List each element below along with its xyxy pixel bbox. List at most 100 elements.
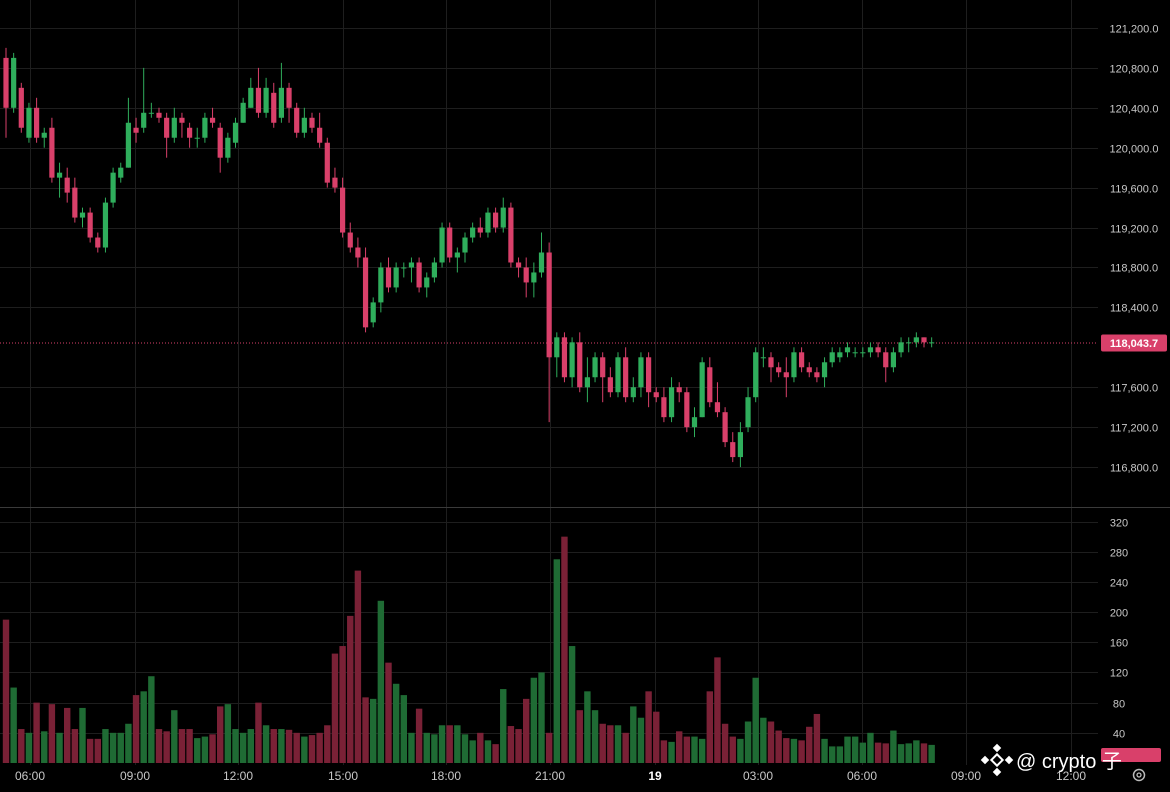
- candle-body: [79, 212, 86, 218]
- time-tick-label: 06:00: [15, 769, 45, 783]
- candle-body: [240, 102, 246, 123]
- volume-bar: [821, 738, 828, 763]
- volume-bar: [813, 713, 821, 763]
- candle: [569, 337, 575, 388]
- candle-body: [217, 127, 223, 158]
- volume-bar: [117, 732, 124, 763]
- candle: [783, 357, 789, 398]
- candle: [546, 242, 552, 423]
- candle: [202, 112, 208, 143]
- volume-bar: [125, 723, 132, 763]
- candle-body: [95, 237, 101, 248]
- candle: [623, 347, 629, 403]
- volume-bar: [239, 732, 247, 763]
- candle-body: [340, 187, 346, 233]
- candle-body: [875, 347, 881, 353]
- candle: [646, 352, 652, 408]
- candle-body: [653, 392, 659, 398]
- candle: [493, 207, 499, 233]
- volume-bar: [568, 646, 576, 763]
- price-tick-label: 117,600.0: [1110, 383, 1158, 395]
- candle-body: [49, 127, 55, 178]
- volume-bar: [851, 736, 859, 763]
- candle-body: [837, 352, 843, 358]
- candle: [906, 337, 912, 353]
- volume-bar: [500, 689, 507, 763]
- candle: [699, 357, 705, 418]
- time-tick-label: 12:00: [223, 769, 253, 783]
- candle-body: [64, 177, 70, 193]
- volume-bar: [515, 729, 522, 763]
- candle-body: [110, 172, 116, 203]
- volume-bar: [607, 725, 614, 763]
- candle-body: [844, 347, 851, 353]
- candle: [523, 257, 529, 298]
- volume-bar: [201, 736, 209, 763]
- candle: [844, 342, 851, 358]
- candle: [187, 122, 193, 148]
- candle: [615, 352, 621, 398]
- candle: [508, 202, 514, 268]
- volume-bar: [316, 732, 323, 763]
- candle-body: [707, 367, 713, 403]
- volume-bar: [454, 725, 461, 763]
- candle: [3, 47, 9, 138]
- candle-body: [286, 87, 292, 108]
- candle: [271, 82, 277, 128]
- candle-body: [362, 257, 369, 328]
- candle: [217, 122, 223, 173]
- candle-body: [271, 92, 277, 123]
- candle-body: [3, 57, 9, 108]
- time-tick-label: 09:00: [951, 769, 981, 783]
- time-axis: 06:00 09:00 12:00 15:00 18:00 21:00 19 03:00 06:…: [15, 769, 1086, 783]
- candle-body: [102, 202, 109, 248]
- candle: [462, 232, 468, 263]
- candle-body: [301, 117, 307, 133]
- volume-bar: [798, 740, 805, 763]
- volume-bar: [653, 711, 660, 763]
- candle-body: [584, 377, 590, 388]
- volume-bar: [41, 731, 48, 763]
- volume-bar: [752, 677, 759, 763]
- price-tick-label: 119,200.0: [1110, 224, 1158, 236]
- candle-body: [638, 357, 644, 388]
- volume-tick-label: 120: [1110, 668, 1128, 680]
- volume-tick-label: 40: [1113, 729, 1125, 741]
- volume-bar: [584, 691, 591, 763]
- candle: [95, 232, 101, 253]
- volume-bar: [729, 736, 736, 763]
- candle: [806, 362, 812, 378]
- candle-body: [929, 342, 935, 344]
- candle: [600, 352, 606, 403]
- volume-bar: [86, 738, 94, 763]
- candle-body: [485, 212, 491, 233]
- candle-body: [493, 212, 499, 228]
- candle: [385, 257, 392, 293]
- candle-body: [921, 337, 927, 343]
- candle: [110, 167, 116, 208]
- price-tick-label: 118,400.0: [1110, 303, 1158, 315]
- candle-body: [783, 372, 789, 378]
- candle-body: [118, 167, 124, 178]
- candle: [347, 222, 353, 253]
- volume-bar: [308, 735, 316, 763]
- volume-bar: [94, 738, 101, 763]
- volume-axis: 320 280 240 200 160 120 80 40: [1110, 518, 1128, 741]
- candle: [408, 257, 415, 283]
- candle-body: [171, 117, 177, 138]
- volume-bar: [224, 704, 232, 763]
- gear-icon[interactable]: [1132, 768, 1146, 782]
- candle: [133, 117, 139, 143]
- candle: [860, 347, 866, 358]
- candle-body: [56, 172, 63, 178]
- candle-body: [829, 352, 835, 363]
- candle: [883, 347, 889, 383]
- candle-body: [401, 267, 407, 269]
- candle: [630, 377, 636, 403]
- volume-bar: [523, 698, 530, 763]
- volume-bar: [102, 729, 109, 763]
- candle: [745, 387, 751, 433]
- volume-bar: [71, 729, 79, 763]
